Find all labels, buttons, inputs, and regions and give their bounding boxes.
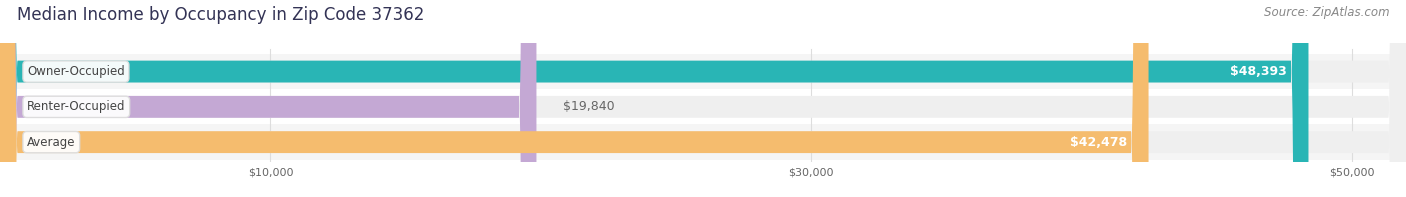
Bar [0,89,1406,125]
Text: Median Income by Occupancy in Zip Code 37362: Median Income by Occupancy in Zip Code 3… [17,6,425,24]
FancyBboxPatch shape [0,0,537,197]
FancyBboxPatch shape [0,0,1149,197]
Bar [0,54,1406,89]
Text: $19,840: $19,840 [564,100,614,113]
Text: Source: ZipAtlas.com: Source: ZipAtlas.com [1264,6,1389,19]
Text: Owner-Occupied: Owner-Occupied [27,65,125,78]
Text: Average: Average [27,136,76,149]
Bar [0,125,1406,160]
Text: $48,393: $48,393 [1230,65,1286,78]
Text: Renter-Occupied: Renter-Occupied [27,100,125,113]
Text: $42,478: $42,478 [1070,136,1128,149]
FancyBboxPatch shape [0,0,1309,197]
